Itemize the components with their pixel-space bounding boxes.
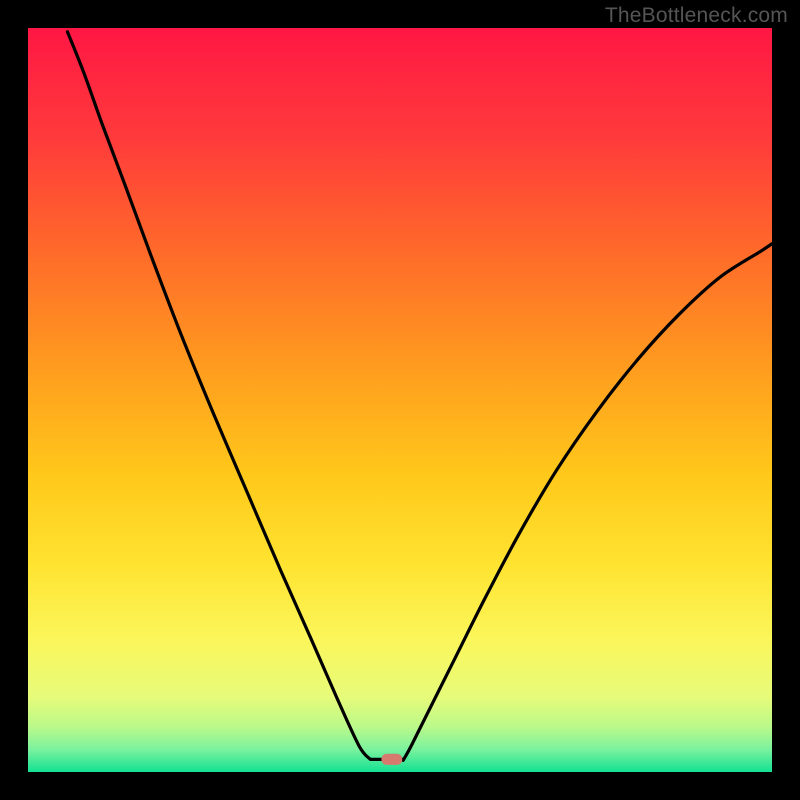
chart-svg — [28, 28, 772, 772]
optimum-marker — [381, 754, 402, 765]
watermark-text: TheBottleneck.com — [605, 4, 788, 28]
plot-area — [28, 28, 772, 772]
gradient-background — [28, 28, 772, 772]
chart-frame: TheBottleneck.com — [0, 0, 800, 800]
